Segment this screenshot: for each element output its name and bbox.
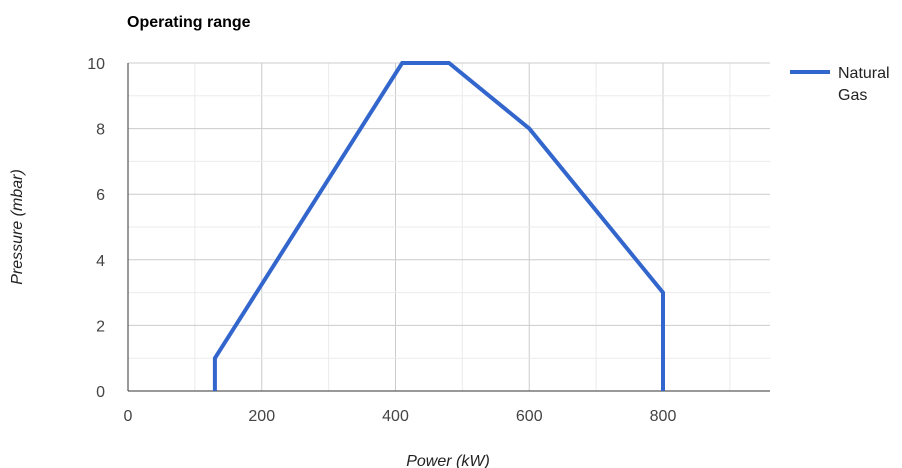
y-tick-label: 2 xyxy=(96,318,105,335)
tick-labels: 0 200 400 600 800 0 2 4 6 8 10 xyxy=(87,56,676,425)
y-tick-label: 6 xyxy=(96,187,105,204)
y-tick-label: 4 xyxy=(96,253,105,270)
y-tick-label: 0 xyxy=(96,384,105,401)
x-tick-label: 200 xyxy=(248,408,275,425)
x-tick-label: 0 xyxy=(124,408,133,425)
legend-label: Natural Gas xyxy=(838,65,890,104)
legend-label-line: Gas xyxy=(838,87,867,104)
x-tick-label: 400 xyxy=(382,408,409,425)
x-tick-label: 800 xyxy=(650,408,677,425)
x-tick-label: 600 xyxy=(516,408,543,425)
x-axis-label: Power (kW) xyxy=(406,453,490,468)
legend-label-line: Natural xyxy=(838,65,890,82)
y-axis-label: Pressure (mbar) xyxy=(9,169,26,285)
y-tick-label: 10 xyxy=(87,56,105,73)
legend: Natural Gas xyxy=(790,65,890,104)
y-tick-label: 8 xyxy=(96,122,105,139)
chart-title: Operating range xyxy=(127,14,251,31)
